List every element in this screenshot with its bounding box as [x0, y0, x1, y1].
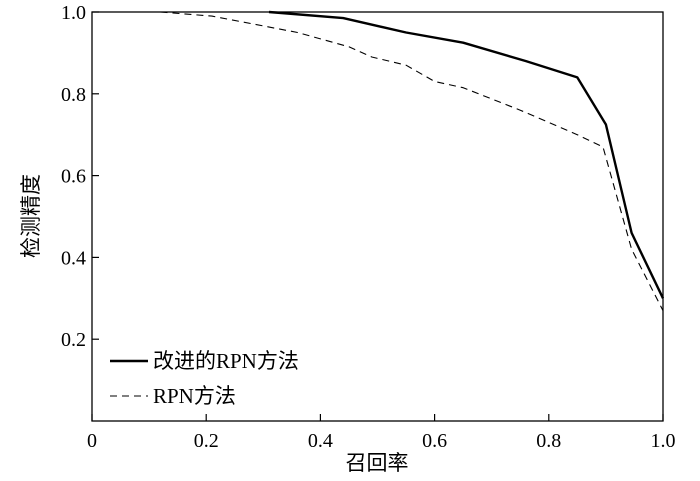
legend-label-improved-rpn: 改进的RPN方法	[153, 349, 299, 373]
x-axis-title: 召回率	[346, 451, 409, 475]
plot-frame	[91, 11, 664, 422]
series-line-rpn	[160, 11, 664, 311]
series-layer	[160, 10, 665, 311]
series-line-improved-rpn	[268, 10, 665, 299]
y-axis-ticks: 0.2 0.4 0.6 0.8 1.0	[61, 2, 99, 351]
y-tick-label: 0.2	[61, 329, 86, 351]
y-tick-label: 0.6	[61, 166, 86, 188]
x-tick-label: 0	[87, 430, 97, 452]
x-tick-label: 1.0	[651, 430, 676, 452]
x-tick-label: 0.6	[422, 430, 447, 452]
y-tick-label: 0.4	[61, 247, 86, 269]
legend: 改进的RPN方法 RPN方法	[110, 349, 299, 408]
legend-label-rpn: RPN方法	[153, 384, 236, 408]
y-tick-label: 1.0	[61, 2, 86, 24]
y-tick-label: 0.8	[61, 84, 86, 106]
x-tick-label: 0.2	[194, 430, 219, 452]
y-axis-title: 检测精度	[19, 174, 43, 258]
x-tick-label: 0.4	[308, 430, 333, 452]
x-tick-label: 0.8	[536, 430, 561, 452]
x-axis-ticks: 0 0.2 0.4 0.6 0.8 1.0	[87, 414, 676, 452]
